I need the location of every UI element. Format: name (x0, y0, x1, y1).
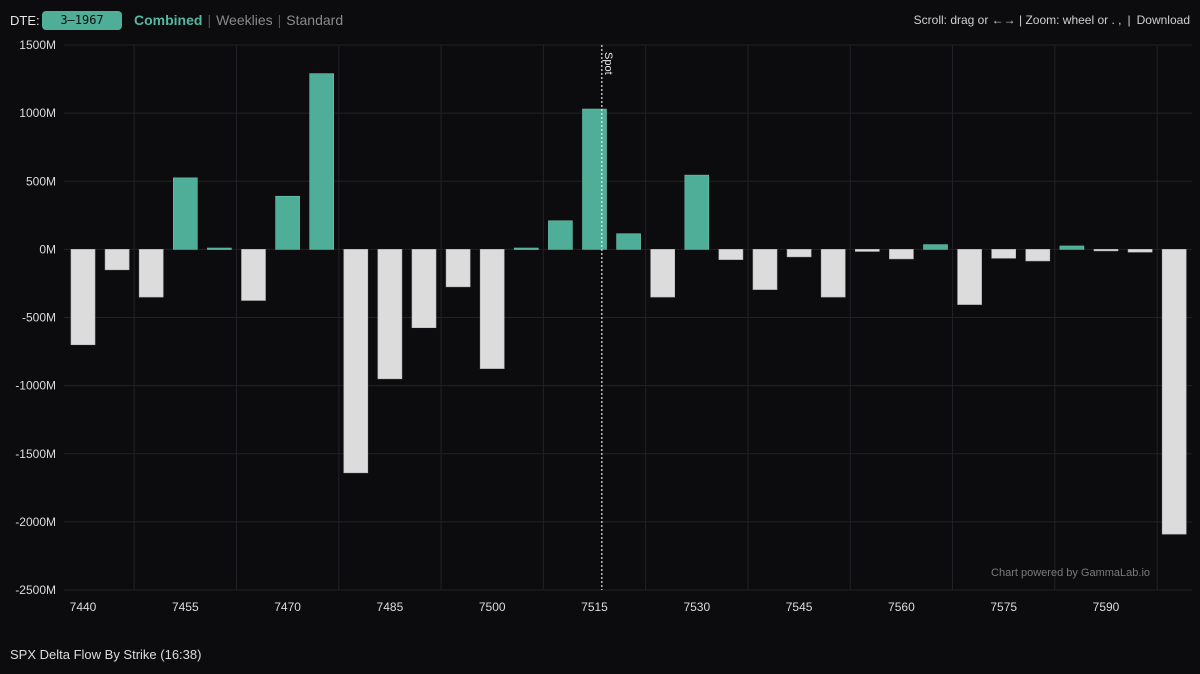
bar-strike-7485[interactable] (377, 249, 403, 380)
y-tick-label: -2000M (15, 515, 56, 529)
x-tick-label: 7545 (786, 600, 813, 614)
x-tick-label: 7575 (990, 600, 1017, 614)
dte-label: DTE: (10, 13, 40, 28)
y-tick-label: 1000M (19, 106, 56, 120)
help-separator: | (1127, 13, 1131, 27)
x-tick-label: 7440 (70, 600, 97, 614)
chart-help: Scroll: drag or ←→ | Zoom: wheel or . , |… (914, 13, 1190, 27)
bar-strike-7520[interactable] (616, 233, 641, 250)
bar-strike-7585[interactable] (1059, 245, 1085, 250)
bars (70, 73, 1187, 535)
x-tick-label: 7470 (274, 600, 301, 614)
top-bar: DTE: 3–1967 Combined | Weeklies | Standard S… (0, 0, 1200, 40)
spot-marker: Spot (601, 45, 614, 590)
dte-range-button[interactable]: 3–1967 (42, 11, 122, 30)
bar-strike-7575[interactable] (991, 249, 1017, 259)
x-tick-label: 7560 (888, 600, 915, 614)
bar-strike-7500[interactable] (479, 249, 505, 369)
bar-strike-7495[interactable] (445, 249, 471, 288)
bar-strike-7460[interactable] (207, 247, 232, 250)
download-link[interactable]: Download (1136, 13, 1190, 27)
bar-strike-7590[interactable] (1093, 249, 1119, 252)
x-tick-label: 7590 (1093, 600, 1120, 614)
bar-strike-7560[interactable] (889, 249, 914, 260)
bar-strike-7555[interactable] (854, 249, 880, 252)
y-tick-label: 1500M (19, 40, 56, 52)
chart-caption: SPX Delta Flow By Strike (16:38) (10, 647, 202, 662)
bar-strike-7470[interactable] (275, 195, 300, 250)
bar-strike-7545[interactable] (786, 249, 812, 258)
delta-flow-chart[interactable]: Spot 1500M 1000M 500M 0M -500M -1000M -1500M -2… (0, 40, 1200, 625)
bar-strike-7450[interactable] (138, 249, 164, 298)
bar-strike-7530[interactable] (684, 174, 710, 250)
help-text: Scroll: drag or ←→ | Zoom: wheel or . , (913, 13, 1122, 27)
bar-strike-7535[interactable] (718, 249, 744, 260)
x-tick-label: 7530 (683, 600, 710, 614)
bar-strike-7455[interactable] (173, 177, 198, 250)
y-tick-label: 0M (39, 242, 56, 256)
y-tick-label: -500M (22, 311, 56, 325)
x-tick-label: 7515 (581, 600, 608, 614)
bar-strike-7490[interactable] (411, 249, 437, 329)
mode-separator: | (207, 12, 212, 28)
x-tick-label: 7455 (172, 600, 199, 614)
x-tick-label: 7485 (377, 600, 404, 614)
axes: 1500M 1000M 500M 0M -500M -1000M -1500M -2000M -… (15, 40, 1119, 614)
bar-strike-7505[interactable] (513, 247, 539, 250)
y-tick-label: -2500M (15, 583, 56, 597)
bar-strike-7475[interactable] (309, 73, 335, 250)
bar-strike-7525[interactable] (650, 249, 676, 298)
bar-strike-7600[interactable] (1161, 249, 1187, 535)
y-tick-label: 500M (26, 174, 56, 188)
bar-strike-7480[interactable] (343, 249, 369, 474)
watermark-text: Chart powered by GammaLab.io (991, 567, 1150, 579)
mode-standard[interactable]: Standard (286, 12, 344, 28)
x-tick-label: 7500 (479, 600, 506, 614)
bar-strike-7540[interactable] (752, 249, 778, 290)
spot-label: Spot (602, 52, 614, 75)
bar-strike-7565[interactable] (923, 244, 948, 250)
y-tick-label: -1000M (15, 379, 56, 393)
mode-separator: | (277, 12, 282, 28)
mode-weeklies[interactable]: Weeklies (216, 12, 273, 28)
bar-strike-7510[interactable] (548, 220, 573, 250)
bar-strike-7440[interactable] (70, 249, 96, 346)
y-tick-label: -1500M (15, 447, 56, 461)
bar-strike-7465[interactable] (241, 249, 266, 301)
bar-strike-7515[interactable] (582, 108, 607, 250)
bar-strike-7580[interactable] (1025, 249, 1051, 262)
bar-strike-7550[interactable] (820, 249, 846, 298)
bar-strike-7595[interactable] (1127, 249, 1153, 253)
grid (64, 44, 1192, 591)
bar-strike-7445[interactable] (104, 249, 130, 271)
bar-strike-7570[interactable] (957, 249, 982, 305)
mode-combined[interactable]: Combined (134, 12, 203, 28)
mode-selector: Combined | Weeklies | Standard (134, 12, 343, 28)
